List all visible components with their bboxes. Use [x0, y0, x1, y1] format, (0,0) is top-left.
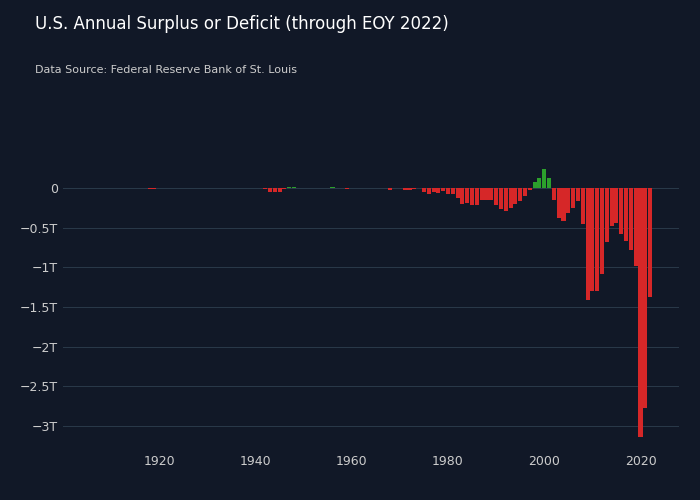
- Bar: [624, 188, 628, 240]
- Bar: [643, 188, 648, 408]
- Bar: [533, 182, 537, 188]
- Bar: [402, 188, 407, 190]
- Bar: [523, 188, 527, 196]
- Bar: [268, 188, 272, 192]
- Bar: [153, 188, 157, 189]
- Bar: [499, 188, 503, 209]
- Bar: [615, 188, 619, 222]
- Bar: [600, 188, 604, 274]
- Bar: [629, 188, 633, 250]
- Bar: [436, 188, 440, 192]
- Bar: [576, 188, 580, 200]
- Bar: [581, 188, 584, 224]
- Bar: [475, 188, 479, 206]
- Bar: [513, 188, 517, 204]
- Text: Data Source: Federal Reserve Bank of St. Louis: Data Source: Federal Reserve Bank of St.…: [35, 65, 297, 75]
- Bar: [412, 188, 416, 189]
- Bar: [518, 188, 522, 201]
- Bar: [542, 169, 546, 188]
- Bar: [605, 188, 609, 242]
- Bar: [456, 188, 460, 198]
- Bar: [277, 188, 281, 192]
- Bar: [451, 188, 455, 194]
- Bar: [561, 188, 566, 220]
- Bar: [610, 188, 614, 226]
- Bar: [407, 188, 412, 190]
- Bar: [547, 178, 551, 188]
- Bar: [571, 188, 575, 208]
- Bar: [595, 188, 599, 291]
- Bar: [263, 188, 267, 190]
- Bar: [528, 188, 532, 190]
- Text: U.S. Annual Surplus or Deficit (through EOY 2022): U.S. Annual Surplus or Deficit (through …: [35, 15, 449, 33]
- Bar: [441, 188, 445, 191]
- Bar: [585, 188, 589, 300]
- Bar: [431, 188, 435, 192]
- Bar: [638, 188, 643, 436]
- Bar: [389, 188, 392, 190]
- Bar: [345, 188, 349, 189]
- Bar: [480, 188, 484, 200]
- Bar: [590, 188, 594, 290]
- Bar: [620, 188, 623, 234]
- Bar: [446, 188, 450, 194]
- Bar: [634, 188, 638, 266]
- Bar: [538, 178, 542, 188]
- Bar: [292, 187, 296, 188]
- Bar: [566, 188, 570, 213]
- Bar: [648, 188, 652, 297]
- Bar: [508, 188, 512, 208]
- Bar: [504, 188, 508, 211]
- Bar: [470, 188, 474, 204]
- Bar: [556, 188, 561, 218]
- Bar: [422, 188, 426, 192]
- Bar: [494, 188, 498, 206]
- Bar: [484, 188, 489, 200]
- Bar: [273, 188, 276, 192]
- Bar: [427, 188, 430, 194]
- Bar: [466, 188, 469, 202]
- Bar: [552, 188, 556, 200]
- Bar: [461, 188, 465, 204]
- Bar: [282, 188, 286, 189]
- Bar: [489, 188, 493, 200]
